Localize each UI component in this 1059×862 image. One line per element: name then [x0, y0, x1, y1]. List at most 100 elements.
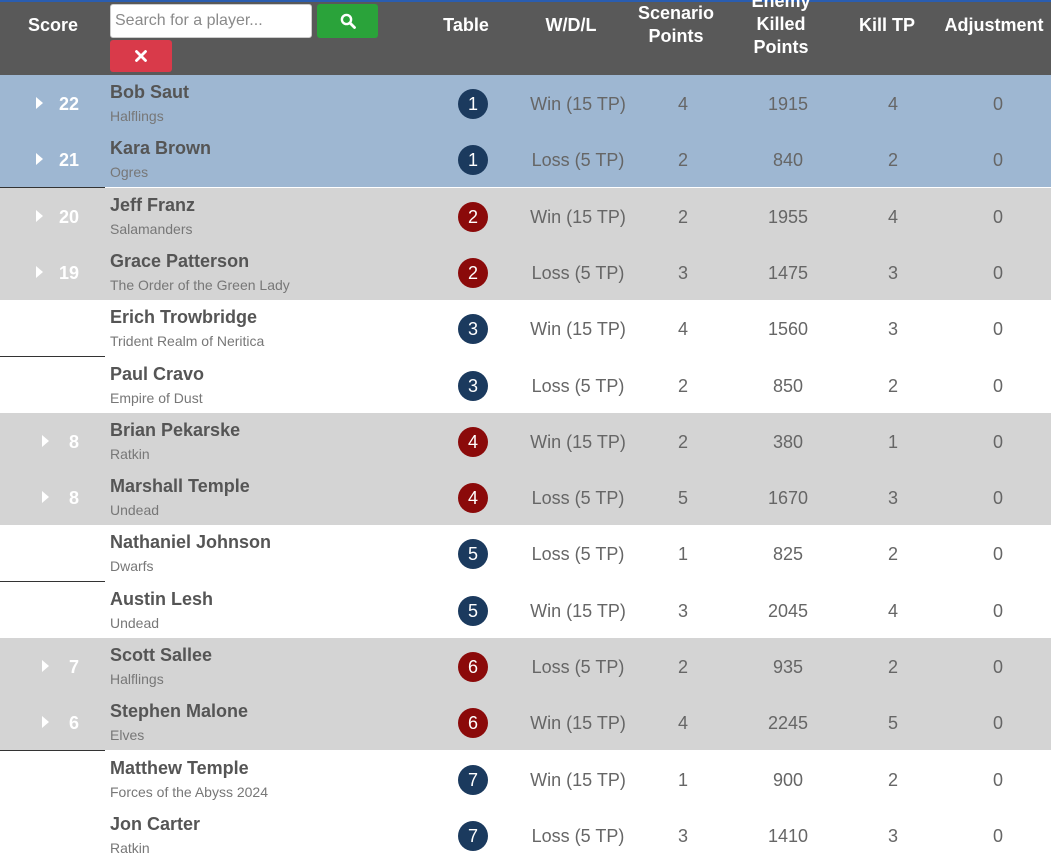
table-column-header[interactable]: Table	[443, 15, 489, 35]
enemy-killed-points: 2245	[767, 713, 809, 733]
score-cell: 20	[0, 188, 105, 244]
scenario-points: 2	[677, 207, 688, 227]
player-faction: Ratkin	[110, 840, 150, 856]
player-name: Kara Brown	[110, 138, 212, 158]
player-faction: Empire of Dust	[110, 390, 203, 406]
enemy-killed-points: 1915	[767, 94, 809, 114]
table-row[interactable]: 16 Matthew Temple Forces of the Abyss 2024…	[0, 751, 1051, 807]
enemy-killed-points: 840	[772, 150, 804, 170]
player-score: 9	[68, 601, 79, 621]
expand-caret-icon[interactable]	[36, 322, 43, 334]
score-cell: 10	[0, 807, 105, 862]
adjustment: 0	[992, 770, 1003, 790]
expand-caret-icon[interactable]	[42, 660, 49, 672]
table-row[interactable]: 23 Erich Trowbridge Trident Realm of Nerit…	[0, 300, 1051, 356]
kill-tp: 2	[887, 150, 898, 170]
enemy-header-line: Killed	[756, 14, 806, 34]
wdl-result: Win (15 TP)	[530, 713, 626, 733]
adjustment-column-header[interactable]: Adjustment	[944, 15, 1044, 35]
score-cell: 14	[0, 525, 105, 581]
scenario-points: 3	[677, 601, 688, 621]
enemy-killed-points-column-header[interactable]: Enemy Killed Points	[730, 0, 832, 59]
wdl-result: Win (15 TP)	[530, 319, 626, 339]
player-name: Bob Saut	[110, 82, 189, 102]
close-icon	[135, 50, 147, 62]
score-cell: 8	[0, 469, 105, 525]
expand-caret-icon[interactable]	[36, 829, 43, 841]
adjustment: 0	[992, 826, 1003, 846]
adjustment: 0	[992, 488, 1003, 508]
enemy-killed-points: 1475	[767, 263, 809, 283]
player-score: 23	[58, 319, 79, 339]
scenario-points: 1	[677, 544, 688, 564]
adjustment: 0	[992, 263, 1003, 283]
score-column-header[interactable]: Score	[27, 15, 79, 35]
expand-caret-icon[interactable]	[36, 266, 43, 278]
table-row[interactable]: 22 Paul Cravo Empire of Dust 3 Loss (5 TP) 2 8…	[0, 357, 1051, 413]
table-row[interactable]: 7 Scott Sallee Halflings 6 Loss (5 TP) 2 935 2 0	[0, 638, 1051, 694]
table-number-badge: 2	[458, 258, 488, 288]
scenario-points: 3	[677, 263, 688, 283]
table-row[interactable]: 6 Stephen Malone Elves 6 Win (15 TP) 4 2245 5 0	[0, 694, 1051, 750]
wdl-result: Win (15 TP)	[530, 207, 626, 227]
player-faction: Halflings	[110, 108, 164, 124]
player-search-input[interactable]	[110, 4, 312, 38]
enemy-killed-points: 850	[772, 376, 804, 396]
table-row[interactable]: 9 Austin Lesh Undead 5 Win (15 TP) 3 2045 4 0	[0, 582, 1051, 638]
player-faction: Ratkin	[110, 446, 150, 462]
player-score: 8	[68, 432, 79, 452]
wdl-result: Loss (5 TP)	[531, 488, 625, 508]
scenario-points: 1	[677, 770, 688, 790]
adjustment: 0	[992, 657, 1003, 677]
player-name: Jeff Franz	[110, 195, 196, 215]
table-row[interactable]: 10 Jon Carter Ratkin 7 Loss (5 TP) 3 1410 3 0	[0, 807, 1051, 862]
player-score: 7	[68, 657, 79, 677]
wdl-result: Win (15 TP)	[530, 432, 626, 452]
search-button[interactable]	[317, 4, 378, 38]
player-faction: The Order of the Green Lady	[110, 277, 290, 293]
expand-caret-icon[interactable]	[42, 604, 49, 616]
player-score: 8	[68, 488, 79, 508]
score-cell: 9	[0, 582, 105, 638]
wdl-result: Loss (5 TP)	[531, 826, 625, 846]
wdl-column-header[interactable]: W/D/L	[545, 15, 597, 35]
table-row[interactable]: 14 Nathaniel Johnson Dwarfs 5 Loss (5 TP) 1 82…	[0, 525, 1051, 581]
wdl-result: Win (15 TP)	[530, 94, 626, 114]
right-gutter	[1051, 0, 1059, 862]
kill-tp-column-header[interactable]: Kill TP	[858, 15, 915, 35]
expand-caret-icon[interactable]	[36, 773, 43, 785]
adjustment: 0	[992, 150, 1003, 170]
expand-caret-icon[interactable]	[36, 379, 43, 391]
table-row[interactable]: 22 Bob Saut Halflings 1 Win (15 TP) 4 1915 4 0	[0, 75, 1051, 131]
table-row[interactable]: 8 Brian Pekarske Ratkin 4 Win (15 TP) 2 380 1 0	[0, 413, 1051, 469]
expand-caret-icon[interactable]	[36, 153, 43, 165]
expand-caret-icon[interactable]	[42, 716, 49, 728]
expand-caret-icon[interactable]	[36, 547, 43, 559]
wdl-result: Loss (5 TP)	[531, 150, 625, 170]
table-row[interactable]: 19 Grace Patterson The Order of the Green …	[0, 244, 1051, 300]
adjustment: 0	[992, 432, 1003, 452]
wdl-result: Loss (5 TP)	[531, 544, 625, 564]
player-name: Austin Lesh	[110, 589, 214, 609]
score-cell: 22	[0, 75, 105, 131]
player-name: Stephen Malone	[110, 701, 249, 721]
scenario-points-column-header[interactable]: Scenario Points	[630, 2, 722, 48]
table-row[interactable]: 21 Kara Brown Ogres 1 Loss (5 TP) 2 840 2 0	[0, 131, 1051, 187]
adjustment: 0	[992, 601, 1003, 621]
wdl-result: Win (15 TP)	[530, 601, 626, 621]
expand-caret-icon[interactable]	[36, 97, 43, 109]
clear-search-button[interactable]	[110, 40, 172, 72]
enemy-killed-points: 2045	[767, 601, 809, 621]
player-score: 19	[58, 263, 79, 283]
wdl-result: Win (15 TP)	[530, 770, 626, 790]
expand-caret-icon[interactable]	[36, 210, 43, 222]
adjustment: 0	[992, 376, 1003, 396]
score-cell: 22	[0, 357, 105, 413]
table-number-badge: 1	[458, 145, 488, 175]
expand-caret-icon[interactable]	[42, 435, 49, 447]
scenario-points: 2	[677, 657, 688, 677]
results-table-header: Score Table W/D/L Scenario Points Enemy …	[0, 0, 1051, 75]
table-row[interactable]: 8 Marshall Temple Undead 4 Loss (5 TP) 5 1670 3…	[0, 469, 1051, 525]
table-row[interactable]: 20 Jeff Franz Salamanders 2 Win (15 TP) 2 1955…	[0, 188, 1051, 244]
expand-caret-icon[interactable]	[42, 491, 49, 503]
